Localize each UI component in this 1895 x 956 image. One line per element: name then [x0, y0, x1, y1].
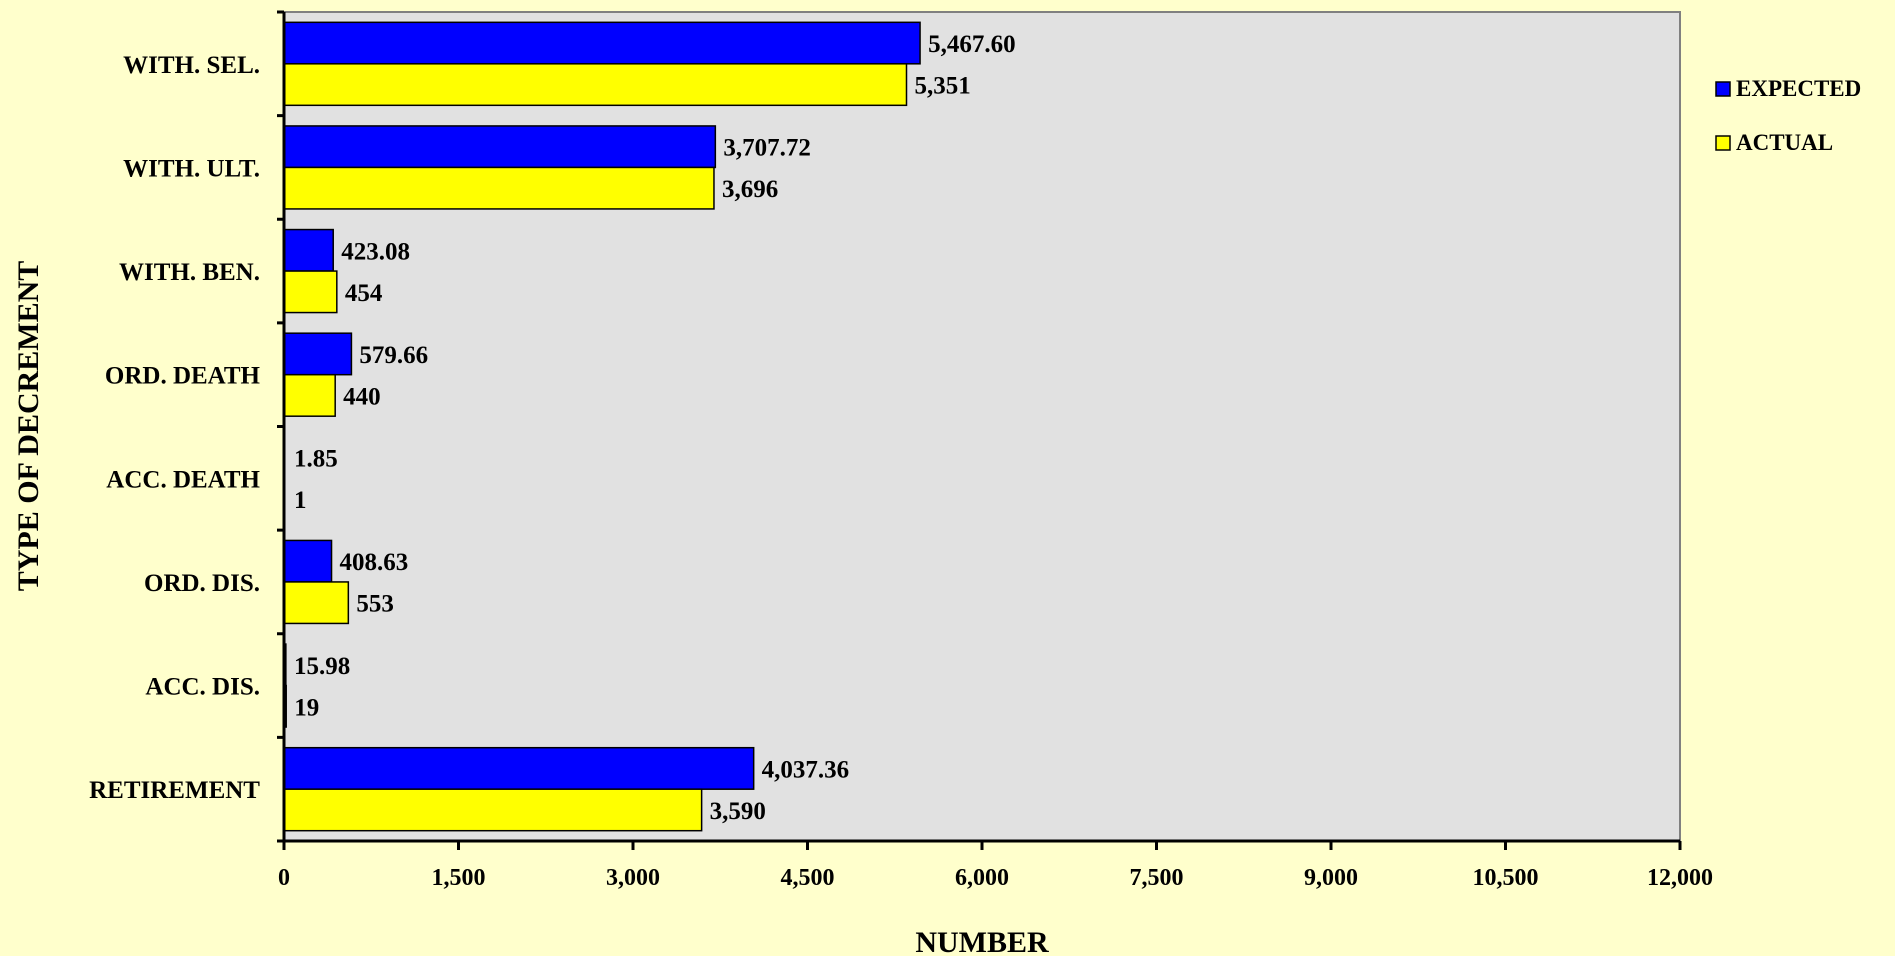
category-label-5: ACC. DEATH [106, 466, 260, 493]
data-label-actual-6: 553 [356, 591, 394, 618]
x-tick-label-7: 10,500 [1473, 865, 1539, 891]
x-axis-title: NUMBER [915, 926, 1049, 956]
data-label-actual-3: 454 [345, 280, 383, 307]
data-label-expected-4: 579.66 [359, 342, 428, 369]
bar-actual-8 [283, 788, 703, 832]
x-tick-label-1: 1,500 [432, 865, 486, 891]
category-label-2: WITH. ULT. [123, 155, 260, 182]
bar-expected-3 [283, 228, 334, 272]
labels-layer: 5,467.60 5,351 WITH. SEL. 3,707.72 3,696 WITH… [89, 31, 1015, 825]
data-label-actual-8: 3,590 [710, 798, 766, 825]
bar-actual-1 [283, 63, 908, 107]
bar-actual-2 [283, 166, 715, 210]
data-label-actual-7: 19 [294, 694, 319, 721]
legend-swatch-actual [1715, 135, 1731, 151]
data-label-expected-2: 3,707.72 [723, 135, 811, 162]
x-tick-label-0: 0 [278, 865, 290, 891]
bar-actual-3 [283, 270, 338, 314]
legend-label-actual: ACTUAL [1736, 130, 1833, 155]
data-label-actual-4: 440 [343, 383, 381, 410]
category-label-7: ACC. DIS. [145, 674, 260, 701]
data-label-actual-2: 3,696 [722, 176, 778, 203]
bar-expected-2 [283, 125, 717, 169]
y-axis-title: TYPE OF DECREMENT [12, 261, 45, 592]
x-tick-label-3: 4,500 [781, 865, 835, 891]
bar-actual-6 [283, 581, 350, 625]
data-label-expected-3: 423.08 [341, 238, 410, 265]
category-label-6: ORD. DIS. [144, 570, 260, 597]
bar-expected-8 [283, 746, 755, 790]
bar-expected-6 [283, 539, 333, 583]
category-label-8: RETIREMENT [89, 777, 260, 804]
data-label-expected-5: 1.85 [294, 446, 338, 473]
x-tick-label-8: 12,000 [1647, 865, 1713, 891]
bars-layer [283, 21, 921, 832]
x-tick-label-4: 6,000 [955, 865, 1009, 891]
data-label-actual-5: 1 [294, 487, 307, 514]
data-label-actual-1: 5,351 [914, 73, 970, 100]
x-tick-label-6: 9,000 [1304, 865, 1358, 891]
bar-expected-1 [283, 21, 921, 65]
category-label-4: ORD. DEATH [105, 363, 261, 390]
legend: EXPECTED ACTUAL [1715, 76, 1861, 155]
bar-actual-4 [283, 373, 336, 417]
axes-layer: 0 1,500 3,000 4,500 6,000 7,500 9,000 10,500 12,… [277, 10, 1713, 891]
x-tick-label-2: 3,000 [606, 865, 660, 891]
data-label-expected-6: 408.63 [340, 549, 409, 576]
bar-expected-4 [283, 332, 353, 376]
x-tick-label-5: 7,500 [1130, 865, 1184, 891]
legend-swatch-expected [1715, 81, 1731, 97]
data-label-expected-1: 5,467.60 [928, 31, 1016, 58]
category-label-1: WITH. SEL. [123, 52, 260, 79]
data-label-expected-8: 4,037.36 [762, 756, 850, 783]
legend-label-expected: EXPECTED [1736, 76, 1861, 101]
category-label-3: WITH. BEN. [119, 259, 260, 286]
data-label-expected-7: 15.98 [294, 653, 350, 680]
